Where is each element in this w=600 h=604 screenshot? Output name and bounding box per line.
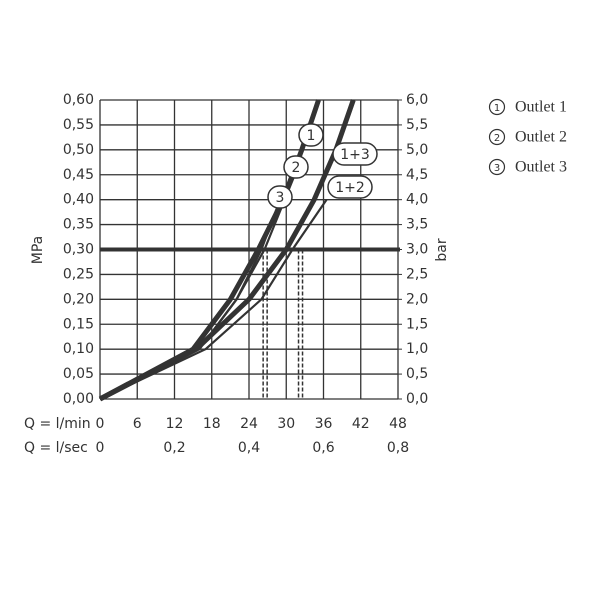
x-tick-label: 24 <box>240 416 258 432</box>
curve-label-box <box>267 185 293 209</box>
legend-symbol: 1 <box>494 103 500 114</box>
x-tick-label: 42 <box>352 416 370 432</box>
y2-tick-label: 1,0 <box>406 341 428 357</box>
y2-tick-label: 4,0 <box>406 192 428 208</box>
y2-tick-label: 5,5 <box>406 117 428 133</box>
y2-tick-label: 3,0 <box>406 242 428 258</box>
y2-tick-label: 3,5 <box>406 217 428 233</box>
y2-tick-label: 1,5 <box>406 316 428 332</box>
y-tick-label: 0,45 <box>63 167 94 183</box>
x-tick-label: 18 <box>203 416 221 432</box>
legend-label: Outlet 1 <box>515 99 567 116</box>
legend-symbol-circle <box>488 98 506 116</box>
x2-tick-label: 0,2 <box>163 440 185 456</box>
curve-label: 1 <box>307 128 316 144</box>
curve-label-box <box>298 123 324 147</box>
y2-tick-label: 6,0 <box>406 92 428 108</box>
x-tick-label: 0 <box>96 416 105 432</box>
x2-tick-label: 0 <box>96 440 105 456</box>
curve-label-box <box>332 142 378 166</box>
curve-label: 3 <box>276 190 285 206</box>
y-tick-label: 0,05 <box>63 366 94 382</box>
y-tick-label: 0,10 <box>63 341 94 357</box>
curve-label: 1+2 <box>335 180 365 196</box>
legend-symbol-circle <box>488 158 506 176</box>
x-tick-label: 48 <box>389 416 407 432</box>
legend-label: Outlet 2 <box>515 129 567 146</box>
y-tick-label: 0,30 <box>63 242 94 258</box>
y-tick-label: 0,35 <box>63 217 94 233</box>
y-tick-label: 0,15 <box>63 316 94 332</box>
y2-tick-label: 0,0 <box>406 391 428 407</box>
legend-label: Outlet 3 <box>515 159 567 176</box>
y2-tick-label: 4,5 <box>406 167 428 183</box>
x-tick-label: 6 <box>133 416 142 432</box>
y2-axis-label: bar <box>434 238 450 261</box>
y-axis-label: MPa <box>30 236 46 264</box>
series-line <box>99 199 328 400</box>
curve-label-box <box>327 175 373 199</box>
x-tick-label: 36 <box>315 416 333 432</box>
x2-tick-label: 0,6 <box>312 440 334 456</box>
y2-tick-label: 5,0 <box>406 142 428 158</box>
legend-symbol-circle <box>488 128 506 146</box>
legend-symbol: 2 <box>494 133 500 144</box>
curve-label: 1+3 <box>340 147 370 163</box>
curve-label-box <box>283 155 309 179</box>
x-axis-label: Q = l/min <box>24 416 91 432</box>
x2-tick-label: 0,8 <box>387 440 409 456</box>
x-tick-label: 30 <box>277 416 295 432</box>
x-tick-label: 12 <box>166 416 184 432</box>
y-tick-label: 0,50 <box>63 142 94 158</box>
y-tick-label: 0,40 <box>63 192 94 208</box>
y2-tick-label: 2,0 <box>406 291 428 307</box>
y-tick-label: 0,00 <box>63 391 94 407</box>
legend-symbol: 3 <box>494 163 500 174</box>
y-tick-label: 0,55 <box>63 117 94 133</box>
y2-tick-label: 0,5 <box>406 366 428 382</box>
y-tick-label: 0,20 <box>63 291 94 307</box>
x2-axis-label: Q = l/sec <box>24 440 88 456</box>
y2-tick-label: 2,5 <box>406 266 428 282</box>
y-tick-label: 0,25 <box>63 266 94 282</box>
x2-tick-label: 0,4 <box>238 440 260 456</box>
curve-label: 2 <box>292 160 301 176</box>
y-tick-label: 0,60 <box>63 92 94 108</box>
